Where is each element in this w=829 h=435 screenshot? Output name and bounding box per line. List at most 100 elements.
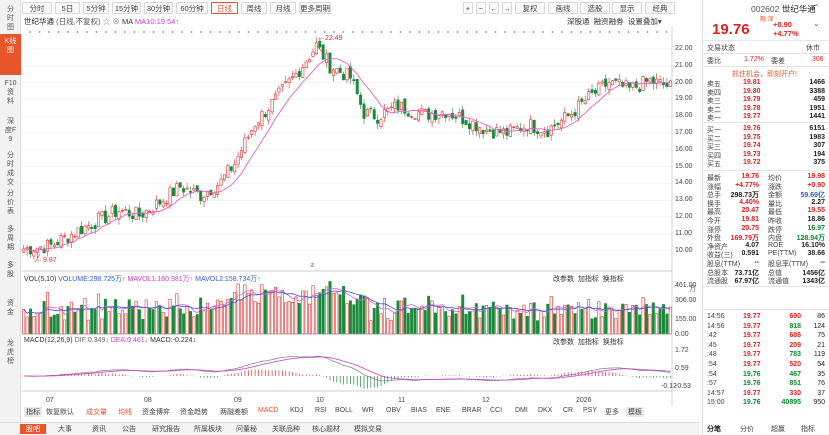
period-3[interactable]: 15分钟	[112, 2, 141, 14]
indicator-tab-10[interactable]: BOLL	[335, 407, 353, 414]
volume-bar	[559, 314, 563, 335]
indicator-tab-8[interactable]: KDJ	[290, 407, 304, 414]
x-tick: 09	[234, 397, 242, 404]
indicator-tab-20[interactable]: PSY	[583, 407, 598, 414]
left-arrow-icon[interactable]: ←	[489, 2, 499, 14]
left-tab-6[interactable]: 多周期	[7, 226, 14, 251]
vol-label[interactable]: VOL(5,10)	[24, 276, 57, 283]
plus-icon[interactable]: +	[463, 2, 473, 14]
tool-1[interactable]: 画线	[548, 2, 578, 14]
macd-change-indicator[interactable]: 换指标	[602, 339, 624, 346]
period-2[interactable]: 5分钟	[83, 2, 109, 14]
period-1[interactable]: 5日	[55, 2, 80, 14]
indicator-tab-11[interactable]: WR	[362, 407, 374, 414]
indicator-tab-13[interactable]: BIAS	[411, 407, 427, 414]
tool-0[interactable]: 复权	[515, 2, 545, 14]
footer-tab-1[interactable]: 大事	[58, 426, 72, 433]
left-tab-8[interactable]: 资金	[7, 300, 14, 316]
indicator-tab-6[interactable]: 两融差额	[220, 409, 248, 416]
minus-icon[interactable]: −	[476, 2, 486, 14]
indicator-tab-21[interactable]: 更多	[605, 409, 619, 416]
tick-price: 19.77	[743, 332, 761, 340]
indicator-tab-9[interactable]: RSI	[315, 407, 327, 414]
vol-edit-params[interactable]: 改参数	[553, 276, 574, 283]
indicator-tab-1[interactable]: 恢复默认	[46, 409, 74, 416]
left-tab-7[interactable]: 多股	[7, 262, 14, 278]
order-price: 19.79	[743, 96, 761, 103]
indicator-tab-17[interactable]: DMI	[515, 407, 528, 414]
indicator-tab-14[interactable]: ENE	[436, 407, 451, 414]
panel-tab-1[interactable]: 分价	[740, 426, 754, 433]
panel-tab-2[interactable]: 超赢	[771, 426, 785, 433]
period-8[interactable]: 月线	[270, 2, 296, 14]
order-price: 19.74	[743, 142, 761, 149]
left-tab-0[interactable]: 分时图	[7, 6, 14, 31]
indicator-tab-22[interactable]: 模板	[626, 407, 644, 417]
left-tab-9[interactable]: 龙虎榜	[7, 340, 14, 365]
indicator-tab-4[interactable]: 资金博弈	[142, 409, 170, 416]
tick-volume: 40895	[781, 399, 801, 407]
order-label: 买三	[707, 144, 721, 151]
indicator-tab-3[interactable]: 均线	[118, 409, 132, 416]
footer-tab-4[interactable]: 研究报告	[152, 426, 180, 433]
stock-name: 世纪华通	[24, 17, 54, 26]
period-4[interactable]: 30分钟	[144, 2, 173, 14]
indicator-tab-7[interactable]: MACD	[258, 407, 279, 414]
tool-3[interactable]: 显示	[612, 2, 642, 14]
left-tab-5[interactable]: 分价表	[7, 190, 14, 215]
ma-label[interactable]: MA	[121, 17, 133, 26]
footer-tab-8[interactable]: 核心题材	[312, 426, 340, 433]
vol-change-indicator[interactable]: 换指标	[602, 276, 624, 283]
period-0[interactable]: 分时	[22, 2, 52, 14]
tool-4[interactable]: 经典	[645, 2, 675, 14]
period-9[interactable]: 更多周期	[299, 2, 331, 14]
footer-tab-9[interactable]: 模拟交易	[354, 426, 382, 433]
panel-tab-3[interactable]: 指标	[801, 426, 815, 433]
star-icon[interactable]: ☆	[102, 17, 111, 26]
vol-add-indicator[interactable]: 加指标	[577, 276, 599, 283]
macd-label[interactable]: MACD(12,26,9)	[24, 337, 73, 344]
volume-bar	[42, 301, 46, 335]
period-6[interactable]: 日线	[211, 2, 238, 14]
footer-tab-2[interactable]: 资讯	[92, 426, 106, 433]
indicator-tab-5[interactable]: 资金趋势	[180, 409, 208, 416]
panel-tab-0[interactable]: 分笔	[707, 426, 721, 433]
footer-tab-7[interactable]: 关联品种	[272, 426, 300, 433]
left-tab-4[interactable]: 分时成交	[7, 152, 14, 186]
period-7[interactable]: 周线	[241, 2, 267, 14]
link-margin[interactable]: 融资融券	[593, 17, 624, 26]
left-tab-2[interactable]: F10资料	[4, 80, 17, 105]
link-shenguton[interactable]: 深股通	[567, 17, 590, 26]
down-icon[interactable]: ⌄	[813, 19, 820, 28]
tool-2[interactable]: 选股	[580, 2, 610, 14]
left-tab-1[interactable]: K线图	[0, 34, 21, 75]
footer-tab-0[interactable]: 股吧	[20, 424, 46, 434]
right-arrow-icon[interactable]: →	[502, 2, 512, 14]
kline-chart[interactable]	[22, 26, 702, 406]
link-overlay[interactable]: 设置叠加	[627, 17, 658, 26]
event-marker-icon[interactable]: ᴤ	[311, 262, 314, 269]
indicator-tab-12[interactable]: OBV	[386, 407, 401, 414]
footer-tab-3[interactable]: 公告	[122, 426, 136, 433]
macd-add-indicator[interactable]: 加指标	[577, 339, 599, 346]
indicator-tab-15[interactable]: BRAR	[462, 407, 482, 414]
period-5[interactable]: 60分钟	[176, 2, 208, 14]
footer-tab-5[interactable]: 所属板块	[194, 426, 222, 433]
indicator-tab-16[interactable]: CCI	[490, 407, 503, 414]
candle-body	[529, 119, 533, 135]
up-icon[interactable]: ⌃	[813, 3, 820, 12]
footer-tab-6[interactable]: 问董秘	[236, 426, 257, 433]
promo-link[interactable]: 抓住机会，即刻开户!	[732, 71, 797, 78]
indicator-tab-0[interactable]: 指标	[24, 407, 42, 417]
indicator-tab-18[interactable]: DKX	[538, 407, 553, 414]
candle-body	[274, 93, 278, 100]
volume-bar	[627, 311, 631, 335]
indicator-tab-19[interactable]: CR	[563, 407, 574, 414]
indicator-tab-2[interactable]: 成交量	[86, 409, 107, 416]
close-icon[interactable]: ⊗	[112, 17, 120, 26]
stat-label: PE(TTM)	[768, 250, 797, 258]
left-tab-3[interactable]: 深度F9	[4, 118, 17, 143]
stat-label: 净资产	[707, 243, 728, 251]
candle-body	[117, 211, 121, 220]
macd-edit-params[interactable]: 改参数	[553, 339, 574, 346]
